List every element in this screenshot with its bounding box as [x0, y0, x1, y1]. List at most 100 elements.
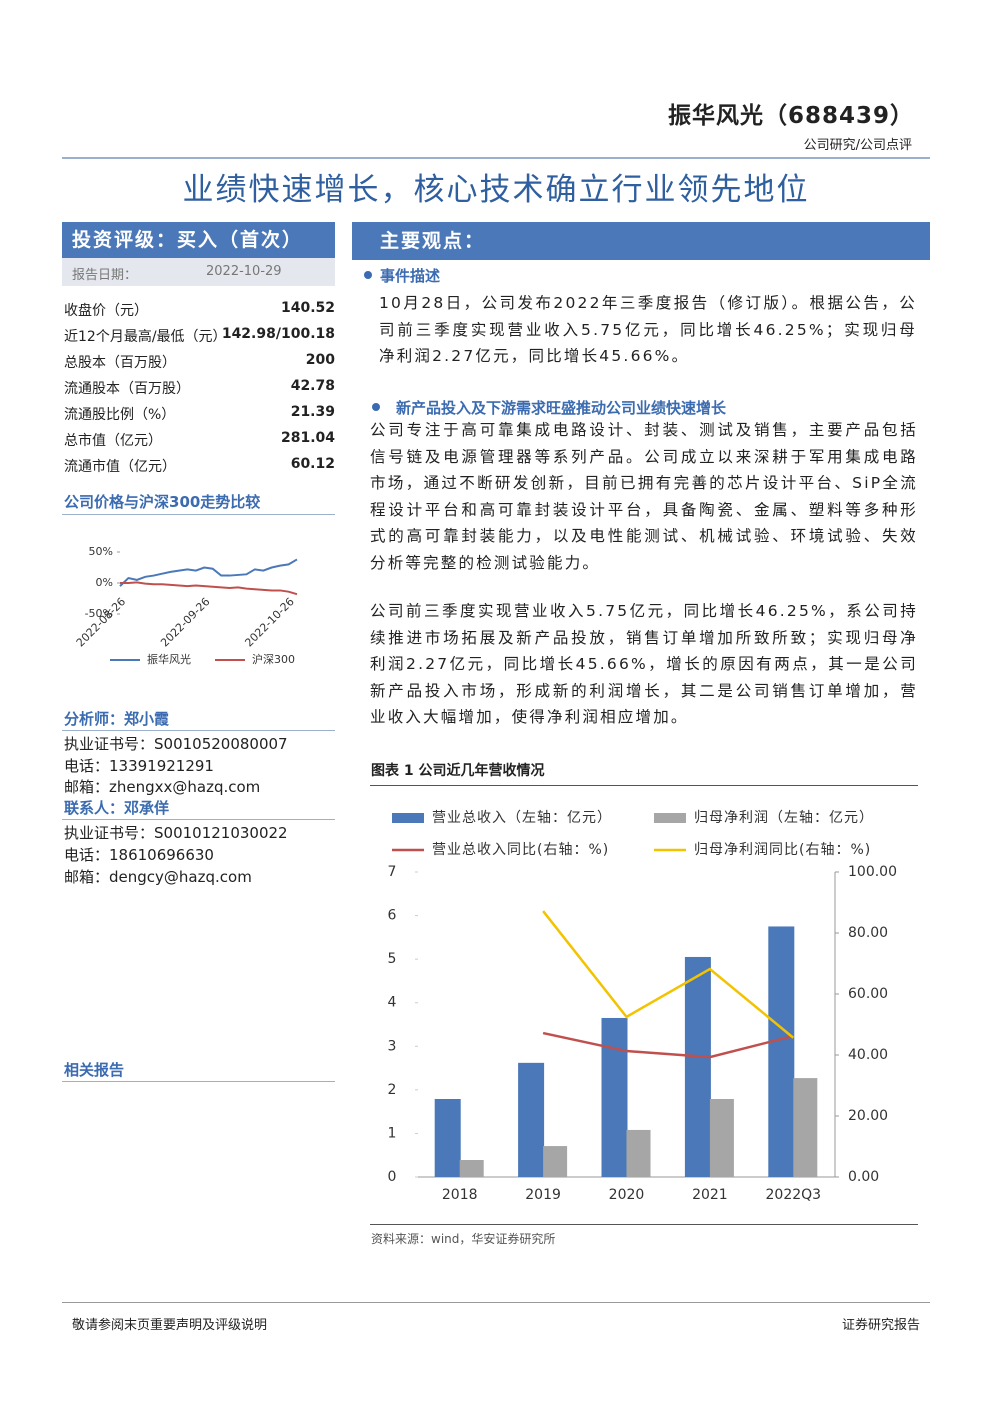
legend-label: 营业总收入（左轴：亿元）: [432, 810, 612, 826]
y-tick-label: 2: [388, 1082, 397, 1098]
main-heading: 主要观点：: [352, 222, 930, 260]
stat-label: 流通股比例（%）: [64, 407, 176, 423]
rule: [370, 1224, 918, 1225]
y2-tick-label: 80.00: [848, 925, 888, 941]
stat-value: 281.04: [280, 430, 335, 446]
report-category: 公司研究/公司点评: [803, 138, 912, 153]
y-tick-label: 0%: [96, 576, 113, 589]
section-title: 新产品投入及下游需求旺盛推动公司业绩快速增长: [396, 399, 727, 417]
price-chart-title: 公司价格与沪深300走势比较: [64, 493, 261, 511]
stat-value: 60.12: [290, 456, 335, 472]
paragraph: 公司专注于高可靠集成电路设计、封装、测试及销售，主要产品包括信号链及电源管理器等…: [370, 421, 918, 572]
footer-label: 证券研究报告: [841, 1318, 920, 1333]
stat-row: 近12个月最高/最低（元） 142.98/100.18: [64, 326, 335, 348]
rating: 投资评级：买入（首次）: [62, 222, 335, 258]
rule: [62, 1081, 335, 1082]
rule: [62, 819, 335, 820]
footer-note: 敬请参阅末页重要声明及评级说明: [72, 1318, 268, 1333]
y-tick-label: 5: [388, 951, 397, 967]
stat-label: 流通市值（亿元）: [64, 459, 176, 475]
stat-value: 140.52: [280, 300, 335, 316]
stat-label: 流通股本（百万股）: [64, 381, 190, 397]
y2-tick-label: 40.00: [848, 1047, 888, 1063]
y-tick-label: 6: [388, 908, 397, 924]
stat-row: 总股本（百万股） 200: [64, 352, 335, 374]
related-heading: 相关报告: [64, 1061, 125, 1079]
y2-tick-label: 100.00: [848, 864, 897, 880]
x-tick-label: 2022Q3: [766, 1187, 822, 1203]
date-band: 报告日期： 2022-10-29: [62, 258, 335, 286]
bar: [709, 1099, 734, 1177]
series-line: [120, 581, 298, 596]
stat-value: 200: [305, 352, 335, 368]
y-tick-label: 0: [388, 1169, 397, 1185]
x-tick-label: 2020: [609, 1187, 645, 1203]
y-tick-label: 4: [388, 995, 397, 1011]
analyst-heading: 分析师：郑小霞: [64, 710, 170, 728]
bullet: [372, 403, 380, 411]
date-label: 报告日期：: [72, 268, 138, 283]
figure-source: 资料来源：wind，华安证券研究所: [371, 1232, 556, 1246]
company: 振华风光（688439）: [667, 103, 914, 129]
legend-label: 营业总收入同比(右轴：%): [432, 842, 609, 858]
stat-label: 收盘价（元）: [64, 303, 148, 319]
rule: [62, 730, 335, 731]
contact-heading: 联系人：邓承佯: [64, 799, 170, 817]
legend-label: 振华风光: [147, 652, 191, 666]
y-tick-label: 3: [388, 1038, 397, 1054]
report-title: 业绩快速增长，核心技术确立行业领先地位: [182, 172, 810, 208]
x-tick-label: 2021: [692, 1187, 728, 1203]
footer-rule: [62, 1302, 930, 1303]
stat-value: 142.98/100.18: [221, 326, 335, 342]
legend-swatch: [392, 813, 424, 823]
stat-value: 42.78: [290, 378, 335, 394]
bar: [434, 1099, 461, 1177]
stat-row: 收盘价（元） 140.52: [64, 300, 335, 322]
legend-label: 沪深300: [252, 652, 295, 666]
series-line: [542, 1031, 794, 1059]
analyst-line: 邮箱：zhengxx@hazq.com: [64, 778, 261, 796]
y-tick-label: 7: [388, 864, 397, 880]
stat-label: 近12个月最高/最低（元）: [64, 329, 227, 345]
y2-tick-label: 60.00: [848, 986, 888, 1002]
bar: [684, 956, 711, 1177]
stat-row: 流通股本（百万股） 42.78: [64, 378, 335, 400]
section-title: 事件描述: [380, 267, 441, 285]
contact-line: 执业证书号：S0010121030022: [64, 824, 288, 842]
y2-tick-label: 0.00: [848, 1169, 879, 1185]
legend-label: 归母净利润同比(右轴：%): [694, 841, 871, 858]
y2-tick-label: 20.00: [848, 1108, 888, 1124]
y-tick-label: 50%: [89, 545, 113, 558]
bar: [518, 1062, 545, 1177]
bar: [793, 1078, 818, 1177]
date-value: 2022-10-29: [206, 264, 282, 279]
revenue-chart: 0 1 2 3 4 5 6 7 0.00 20.00 40.00 60.00 80.00 100.00 20…: [388, 809, 897, 1203]
analyst-line: 电话：13391921291: [64, 756, 214, 775]
legend-label: 归母净利润（左轴：亿元）: [694, 809, 874, 826]
y-tick-label: -50%: [85, 607, 113, 620]
bullet: [364, 271, 372, 279]
stat-row: 流通市值（亿元） 60.12: [64, 456, 335, 478]
x-tick-label: 2018: [442, 1187, 478, 1203]
series-line: [119, 558, 298, 587]
paragraph: 10月28日，公司发布2022年三季度报告（修订版）。根据公告，公司前三季度实现…: [379, 294, 917, 365]
stat-value: 21.39: [290, 404, 335, 420]
bar: [459, 1160, 484, 1177]
rule: [62, 514, 335, 515]
bar: [601, 1017, 628, 1177]
stat-label: 总股本（百万股）: [64, 355, 176, 371]
header-rule: [62, 157, 930, 159]
stat-row: 总市值（亿元） 281.04: [64, 430, 335, 452]
paragraph: 公司前三季度实现营业收入5.75亿元，同比增长46.25%，系公司持续推进市场拓…: [370, 602, 918, 726]
legend-swatch: [654, 813, 686, 823]
bar: [768, 926, 795, 1177]
series-line: [542, 910, 795, 1039]
contact-line: 电话：18610696630: [64, 846, 214, 864]
figure-title: 图表 1 公司近几年营收情况: [371, 763, 545, 779]
price-chart: 50%0%-50%2022-08-26 2022-09-26 2022-10-26振…: [74, 545, 298, 666]
stat-label: 总市值（亿元）: [64, 433, 162, 449]
analyst-line: 执业证书号：S0010520080007: [64, 735, 288, 753]
rule: [370, 785, 918, 786]
bar: [626, 1129, 651, 1177]
